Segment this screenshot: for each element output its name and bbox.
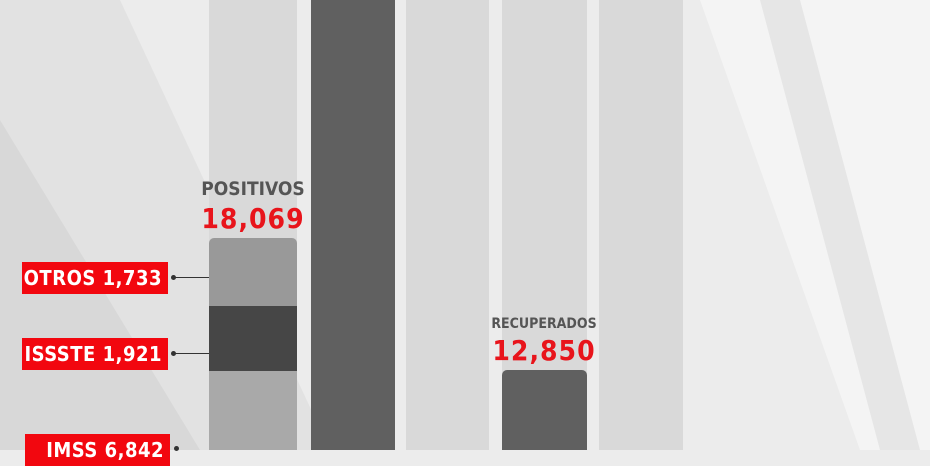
bar-recuperados bbox=[502, 370, 587, 450]
connector-dot bbox=[174, 446, 179, 451]
positivos-value: 18,069 bbox=[201, 202, 305, 235]
tag-otros: OTROS 1,733 bbox=[22, 262, 168, 294]
bar-segment-issste bbox=[209, 306, 297, 371]
connector-line bbox=[174, 353, 209, 354]
tag-imss: IMSS 6,842 bbox=[25, 434, 170, 466]
recuperados-value: 12,850 bbox=[492, 334, 596, 367]
bar-segment-imss bbox=[209, 371, 297, 450]
tag-issste: ISSSTE 1,921 bbox=[22, 338, 168, 370]
column-5 bbox=[599, 0, 683, 450]
recuperados-label: RECUPERADOS bbox=[491, 316, 597, 332]
connector-dot bbox=[171, 275, 176, 280]
connector-line bbox=[174, 277, 209, 278]
column-3 bbox=[406, 0, 489, 450]
column-dark bbox=[311, 0, 395, 450]
bar-segment-otros bbox=[209, 238, 297, 306]
connector-dot bbox=[171, 351, 176, 356]
positivos-label: POSITIVOS bbox=[201, 178, 305, 200]
